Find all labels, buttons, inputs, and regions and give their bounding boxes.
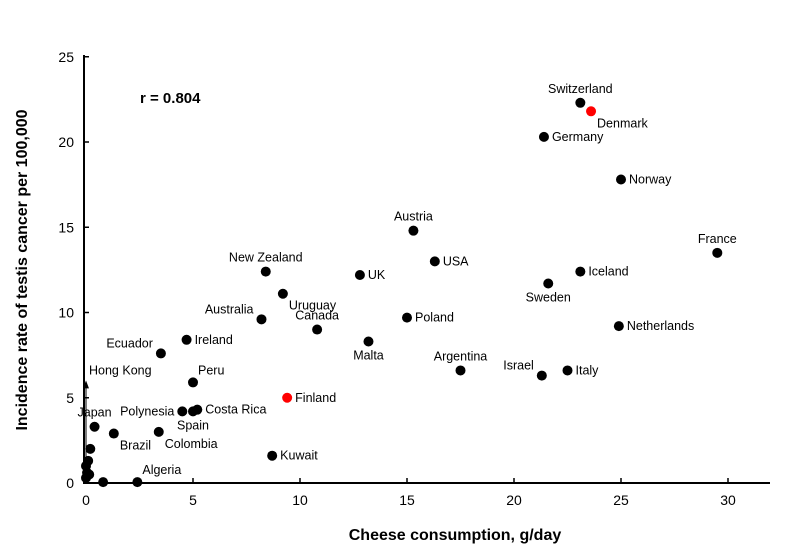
- point-label: Iceland: [588, 265, 628, 279]
- x-tick-label: 30: [720, 492, 736, 508]
- point-label: Brazil: [120, 439, 151, 453]
- point-label: Poland: [415, 311, 454, 325]
- point-label: Sweden: [526, 291, 571, 305]
- x-axis-label: Cheese consumption, g/day: [349, 527, 562, 544]
- data-point: [85, 443, 96, 454]
- data-point: [455, 365, 466, 376]
- point-label: Japan: [78, 406, 112, 420]
- data-point: [712, 247, 723, 258]
- data-point: [312, 324, 323, 335]
- data-point: [613, 321, 624, 332]
- y-tick-label: 0: [66, 475, 74, 491]
- data-point: [256, 314, 267, 325]
- point-label: Hong Kong: [89, 363, 152, 377]
- data-point: [282, 392, 293, 403]
- point-label: Colombia: [165, 437, 218, 451]
- data-point: [543, 278, 554, 289]
- point-label: Denmark: [597, 116, 648, 130]
- axes: 0 5 10 15 20 25 30 0 5 10 15 20 25: [58, 49, 770, 508]
- x-tick-label: 15: [399, 492, 415, 508]
- data-point: [363, 336, 374, 347]
- data-point: [536, 370, 547, 381]
- point-label: Netherlands: [627, 319, 694, 333]
- data-point: [177, 406, 188, 417]
- point-label: Spain: [177, 418, 209, 432]
- data-point: [575, 266, 586, 277]
- data-point: [562, 365, 573, 376]
- y-axis-label: Incidence rate of testis cancer per 100,…: [14, 109, 31, 430]
- x-tick-label: 5: [189, 492, 197, 508]
- point-label: Germany: [552, 130, 604, 144]
- point-label: UK: [368, 268, 386, 282]
- point-label: Austria: [394, 210, 433, 224]
- data-point: [153, 426, 164, 437]
- correlation-annotation: r = 0.804: [140, 90, 201, 107]
- point-label: Finland: [295, 391, 336, 405]
- point-label: France: [698, 232, 737, 246]
- data-point: [616, 174, 626, 185]
- point-label: Uruguay: [289, 299, 337, 313]
- data-point: [98, 477, 109, 488]
- y-tick-label: 10: [58, 305, 74, 321]
- point-label: Malta: [353, 348, 384, 362]
- point-label: Norway: [629, 173, 672, 187]
- point-label: Ireland: [195, 333, 233, 347]
- y-tick-label: 20: [58, 134, 74, 150]
- x-tick-label: 0: [82, 492, 90, 508]
- point-label: Argentina: [434, 349, 488, 363]
- y-tick-label: 5: [66, 390, 74, 406]
- point-label: Israel: [503, 359, 534, 373]
- data-point: [192, 404, 203, 415]
- arrow-head-icon: [83, 380, 89, 389]
- point-label: Algeria: [142, 463, 181, 477]
- data-point: [267, 450, 278, 461]
- data-point: [89, 421, 100, 432]
- data-point: [575, 97, 586, 108]
- data-point: [586, 106, 597, 117]
- data-point: [277, 288, 288, 299]
- point-label: Kuwait: [280, 449, 318, 463]
- data-point: [81, 472, 91, 483]
- data-point: [260, 266, 271, 277]
- point-label: Costa Rica: [205, 403, 266, 417]
- point-label: Switzerland: [548, 82, 613, 96]
- data-point: [155, 348, 166, 359]
- y-tick-label: 25: [58, 49, 74, 65]
- y-tick-label: 15: [58, 219, 74, 235]
- data-point: [108, 428, 119, 439]
- point-label: Italy: [576, 363, 600, 377]
- x-tick-label: 20: [506, 492, 522, 508]
- data-point: [538, 131, 549, 142]
- data-point: [354, 269, 365, 280]
- point-label: Peru: [198, 363, 224, 377]
- data-point: [132, 477, 143, 488]
- x-tick-label: 10: [292, 492, 308, 508]
- data-point: [402, 312, 412, 323]
- point-label: Polynesia: [120, 404, 174, 418]
- data-point: [429, 256, 440, 267]
- point-label: USA: [443, 254, 469, 268]
- data-point: [408, 225, 419, 236]
- point-label: Australia: [205, 302, 254, 316]
- x-tick-label: 25: [613, 492, 629, 508]
- point-label: Ecuador: [106, 336, 153, 350]
- data-point: [181, 334, 192, 345]
- point-label: New Zealand: [229, 251, 303, 265]
- point-label: Canada: [295, 309, 339, 323]
- data-point: [188, 377, 198, 388]
